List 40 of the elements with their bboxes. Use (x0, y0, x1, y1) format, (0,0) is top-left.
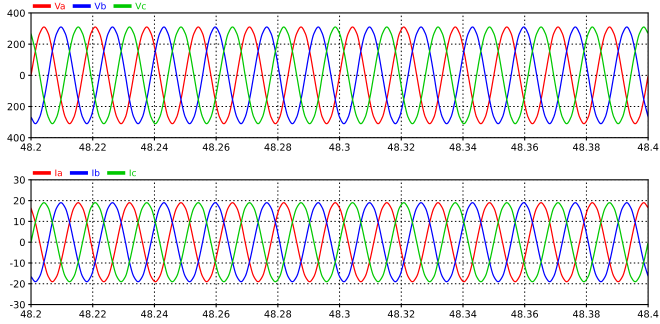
y-tick-label: 200 (8, 102, 25, 110)
x-tick-label: 48.2 (20, 310, 41, 318)
y-tick-label: -20 (10, 280, 25, 288)
x-tick-label: 48.36 (511, 143, 538, 151)
legend-label: Ib (92, 169, 100, 176)
x-tick-label: 48.4 (638, 310, 658, 318)
x-tick-label: 48.36 (511, 310, 538, 318)
y-tick-label: 200 (8, 40, 25, 48)
x-tick-label: 48.32 (388, 143, 414, 151)
x-tick-label: 48.32 (388, 310, 414, 318)
x-tick-label: 48.24 (141, 310, 168, 318)
y-tick-label: 400 (7, 134, 25, 142)
y-tick-label: 30 (14, 176, 25, 184)
y-tick-label: 400 (7, 9, 25, 17)
x-tick-label: 48.34 (450, 310, 476, 318)
x-tick-label: 48.34 (450, 143, 476, 151)
x-tick-label: 48.38 (572, 143, 600, 151)
y-tick-label: -30 (10, 301, 25, 308)
x-tick-label: 48.2 (20, 143, 41, 151)
x-tick-label: 48.26 (202, 143, 230, 151)
y-tick-label: 0 (20, 238, 25, 246)
y-tick-label: -10 (10, 259, 25, 267)
y-tick-label: 20 (14, 197, 25, 204)
x-tick-label: 48.3 (329, 310, 350, 318)
x-tick-label: 48.28 (264, 310, 292, 318)
x-tick-label: 48.3 (329, 143, 350, 151)
y-tick-label: 0 (20, 72, 25, 80)
x-tick-label: 48.22 (79, 143, 106, 151)
legend-label: Ic (130, 170, 136, 176)
x-tick-label: 48.22 (79, 310, 106, 318)
text: Va (54, 2, 65, 10)
x-tick-label: 48.24 (141, 143, 168, 151)
y-tick-label: 10 (14, 218, 25, 226)
x-tick-label: 48.4 (638, 143, 658, 151)
legend-label: Vc (135, 2, 146, 10)
legend-label: Vb (94, 2, 106, 10)
x-tick-label: 48.38 (572, 310, 600, 318)
x-tick-label: 48.26 (202, 310, 230, 318)
x-tick-label: 48.28 (264, 143, 292, 151)
text: Ia (55, 170, 62, 176)
